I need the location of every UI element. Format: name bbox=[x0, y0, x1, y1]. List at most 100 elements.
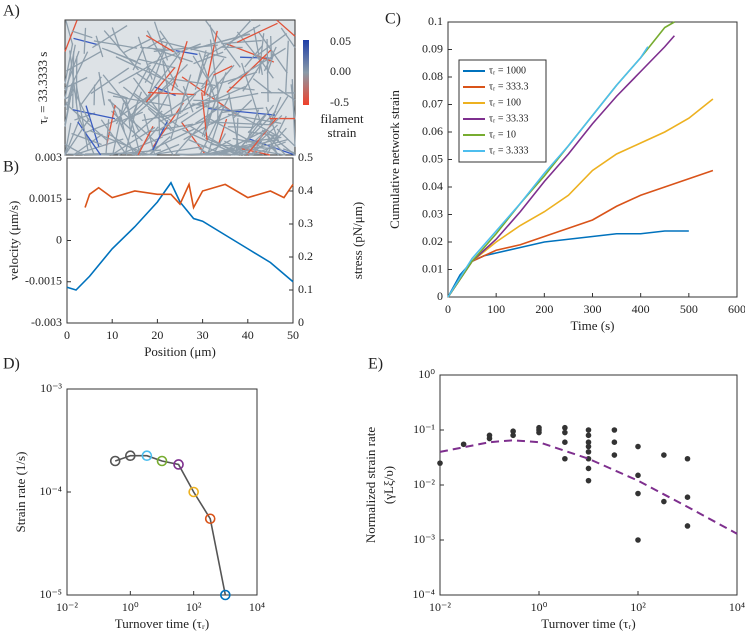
filament bbox=[64, 122, 72, 156]
filament bbox=[232, 110, 277, 156]
filament bbox=[210, 111, 238, 125]
x-tick-label: 10² bbox=[630, 600, 646, 614]
x-tick-label: 400 bbox=[632, 302, 650, 316]
filament bbox=[122, 38, 152, 54]
filament bbox=[187, 124, 239, 156]
data-line bbox=[66, 181, 294, 291]
data-marker bbox=[188, 486, 199, 498]
data-marker bbox=[204, 513, 216, 525]
filament bbox=[180, 92, 197, 113]
data-line bbox=[447, 35, 675, 298]
filament bbox=[77, 121, 102, 156]
filament bbox=[234, 145, 285, 156]
data-marker bbox=[220, 589, 231, 601]
filament bbox=[125, 98, 140, 151]
y2-tick-label: 0.4 bbox=[298, 183, 313, 197]
y2-tick-label: 0.5 bbox=[298, 150, 313, 164]
filament bbox=[83, 27, 87, 54]
filament bbox=[263, 46, 277, 72]
filament bbox=[197, 50, 207, 83]
legend-label: τᵣ = 100 bbox=[489, 97, 521, 108]
panel-label: D) bbox=[3, 356, 20, 373]
filament bbox=[112, 102, 125, 156]
x-tick-label: 300 bbox=[584, 302, 602, 316]
filament bbox=[221, 39, 262, 45]
y-tick-label: 0.03 bbox=[422, 206, 443, 220]
filament bbox=[72, 51, 89, 83]
filament bbox=[67, 77, 75, 98]
filament bbox=[209, 24, 219, 55]
x-tick-label: 10 bbox=[106, 328, 118, 342]
filament bbox=[251, 141, 286, 156]
y-tick-label: 0.04 bbox=[422, 179, 443, 193]
data-point bbox=[585, 432, 592, 439]
x-tick-label: 40 bbox=[242, 328, 254, 342]
y-tick-label: 0.07 bbox=[422, 96, 443, 110]
filament bbox=[208, 121, 270, 126]
data-point bbox=[684, 523, 691, 529]
filament bbox=[118, 64, 151, 84]
filament bbox=[147, 107, 172, 132]
x-tick-label: 20 bbox=[151, 328, 163, 342]
filament bbox=[194, 54, 209, 90]
filament bbox=[183, 118, 219, 141]
filament bbox=[145, 34, 174, 53]
x-axis-label: Time (s) bbox=[571, 318, 615, 333]
filament bbox=[73, 133, 103, 156]
x-tick-label: 0 bbox=[64, 328, 70, 342]
data-line bbox=[84, 181, 294, 210]
data-point bbox=[562, 424, 568, 431]
filament bbox=[239, 114, 283, 156]
y-tick-label: 0.0015 bbox=[29, 191, 62, 205]
filament bbox=[269, 95, 289, 125]
y-tick-label: 0 bbox=[437, 289, 443, 303]
y-axis-label: Cumulative network strain bbox=[387, 90, 402, 229]
x-tick-label: 10⁴ bbox=[729, 600, 745, 614]
y-tick-label: 0.1 bbox=[428, 14, 443, 28]
filament bbox=[205, 137, 245, 156]
legend-label: τᵣ = 333.3 bbox=[489, 81, 528, 92]
data-point bbox=[611, 427, 618, 433]
x-tick-label: 600 bbox=[728, 302, 745, 316]
data-point bbox=[562, 455, 568, 462]
y-tick-label: 10⁻³ bbox=[40, 381, 62, 395]
x-tick-label: 100 bbox=[487, 302, 505, 316]
x-tick-label: 10² bbox=[186, 600, 202, 614]
filament bbox=[147, 91, 196, 96]
data-point bbox=[635, 472, 641, 479]
y-tick-label: 10⁻⁵ bbox=[39, 587, 62, 601]
data-point bbox=[585, 443, 592, 450]
y-tick-label: 0.06 bbox=[422, 124, 443, 138]
filament bbox=[193, 51, 224, 65]
filament bbox=[280, 27, 296, 48]
y2-tick-label: 0 bbox=[298, 315, 304, 329]
filament bbox=[245, 109, 260, 144]
filament bbox=[192, 55, 214, 89]
x-tick-label: 10⁻² bbox=[429, 600, 451, 614]
filament bbox=[132, 79, 177, 119]
filament bbox=[64, 76, 88, 89]
filament bbox=[244, 45, 263, 68]
data-point bbox=[684, 455, 691, 462]
data-point bbox=[661, 498, 667, 505]
filament bbox=[252, 78, 273, 94]
filament bbox=[105, 104, 116, 147]
filament bbox=[227, 47, 286, 85]
filament bbox=[80, 76, 102, 105]
filament bbox=[266, 134, 279, 156]
data-marker bbox=[173, 459, 184, 470]
y2-tick-label: 0.1 bbox=[298, 282, 313, 296]
x-axis-label: Position (μm) bbox=[144, 344, 216, 359]
data-point bbox=[635, 537, 641, 543]
panel-label: E) bbox=[368, 356, 383, 373]
data-point bbox=[510, 432, 516, 439]
filament bbox=[111, 126, 156, 156]
filament bbox=[170, 89, 187, 140]
filament bbox=[71, 86, 90, 123]
filament bbox=[107, 90, 128, 99]
y2-tick-label: 0.2 bbox=[298, 249, 313, 263]
filament bbox=[193, 99, 221, 102]
legend-label: τᵣ = 1000 bbox=[489, 65, 526, 76]
filament bbox=[117, 136, 163, 156]
